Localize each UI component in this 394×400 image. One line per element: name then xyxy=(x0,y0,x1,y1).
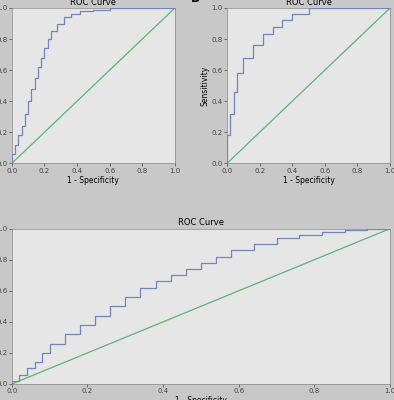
Text: B: B xyxy=(191,0,200,6)
X-axis label: 1 - Specificity: 1 - Specificity xyxy=(282,176,335,185)
Title: ROC Curve: ROC Curve xyxy=(178,218,224,227)
X-axis label: 1 - Specificity: 1 - Specificity xyxy=(67,176,119,185)
X-axis label: 1 - Specificity: 1 - Specificity xyxy=(175,396,227,400)
Title: ROC Curve: ROC Curve xyxy=(71,0,116,6)
Title: ROC Curve: ROC Curve xyxy=(286,0,331,6)
Y-axis label: Sensitivity: Sensitivity xyxy=(201,66,210,106)
